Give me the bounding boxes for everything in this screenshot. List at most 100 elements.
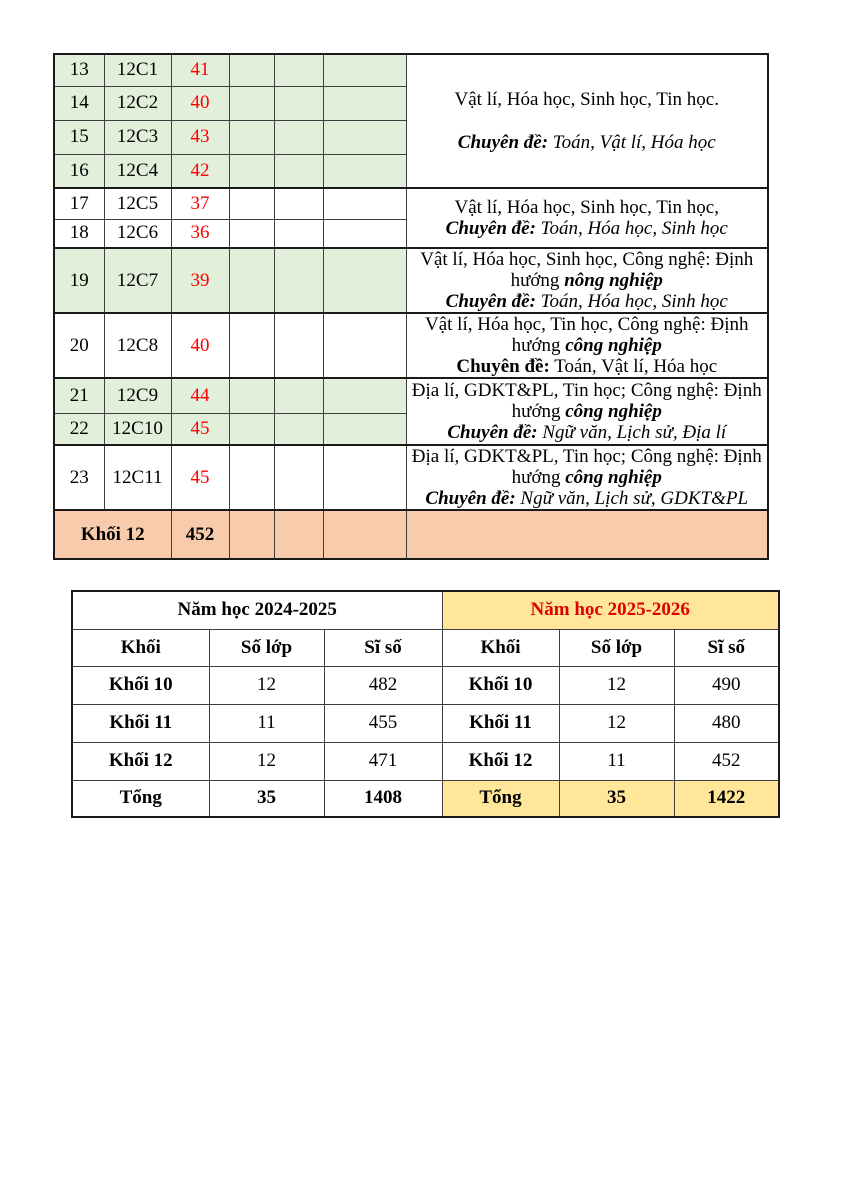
khoi-header: Khối (71, 628, 210, 667)
si-so-cell: 480 (673, 703, 780, 743)
khoi-cell: Khối 12 (71, 741, 210, 781)
total-so-lop-cell: 35 (558, 779, 675, 818)
year-summary-table: Năm học 2024-2025 Năm học 2025-2026 Khối… (71, 590, 780, 818)
si-so-cell: 452 (673, 741, 780, 781)
class-name-cell: 12C1 (103, 53, 172, 87)
table-row: 20 12C8 40 Vật lí, Hóa học, Tin học, Côn… (53, 312, 769, 379)
class-name-cell: 12C4 (103, 153, 172, 189)
so-lop-cell: 11 (558, 741, 675, 781)
year-2024-2025-header: Năm học 2024-2025 (71, 590, 443, 630)
total-label-cell: Tổng (441, 779, 560, 818)
total-row: Tổng 35 1408 Tổng 35 1422 (71, 779, 780, 818)
empty-cell (273, 153, 324, 189)
empty-cell (228, 377, 275, 414)
table-row: 19 12C7 39 Vật lí, Hóa học, Sinh học, Cô… (53, 247, 769, 314)
total-si-so-cell: 1408 (323, 779, 443, 818)
stt-cell: 23 (53, 444, 105, 511)
subjects-desc-cell: Địa lí, GDKT&PL, Tin học; Công nghệ: Địn… (405, 377, 769, 446)
chuyen-de-line: Chuyên đề: Toán, Hóa học, Sinh học (445, 291, 728, 312)
subjects-line: Vật lí, Hóa học, Tin học, Công nghệ: Địn… (424, 314, 749, 356)
class-size-cell: 41 (170, 53, 230, 87)
class-name-cell: 12C5 (103, 187, 172, 220)
table-row: 23 12C11 45 Địa lí, GDKT&PL, Tin học; Cô… (53, 444, 769, 511)
empty-cell (273, 509, 324, 560)
stt-cell: 15 (53, 119, 105, 155)
class-name-cell: 12C3 (103, 119, 172, 155)
class-size-cell: 45 (170, 412, 230, 446)
stt-cell: 16 (53, 153, 105, 189)
empty-cell (273, 119, 324, 155)
stt-cell: 13 (53, 53, 105, 87)
empty-cell (228, 444, 275, 511)
empty-cell (273, 444, 324, 511)
class-name-cell: 12C6 (103, 218, 172, 249)
so-lop-cell: 12 (208, 741, 325, 781)
table-row: Khối 12 12 471 Khối 12 11 452 (71, 741, 780, 781)
class-size-cell: 40 (170, 312, 230, 379)
si-so-cell: 490 (673, 665, 780, 705)
subjects-desc-cell: Vật lí, Hóa học, Sinh học, Công nghệ: Đị… (405, 247, 769, 314)
chuyen-de-line: Chuyên đề: Ngữ văn, Lịch sử, GDKT&PL (425, 488, 749, 509)
class-name-cell: 12C9 (103, 377, 172, 414)
year-2025-2026-header: Năm học 2025-2026 (441, 590, 780, 630)
empty-cell (273, 85, 324, 121)
chuyen-de-line: Chuyên đề: Toán, Hóa học, Sinh học (445, 218, 728, 239)
subjects-desc-cell: Vật lí, Hóa học, Tin học, Công nghệ: Địn… (405, 312, 769, 379)
class-name-cell: 12C2 (103, 85, 172, 121)
so-lop-cell: 12 (208, 665, 325, 705)
empty-cell (322, 85, 407, 121)
subjects-desc-cell: Địa lí, GDKT&PL, Tin học; Công nghệ: Địn… (405, 444, 769, 511)
empty-cell (228, 509, 275, 560)
empty-cell (228, 53, 275, 87)
column-header-row: Khối Số lớp Sĩ số Khối Số lớp Sĩ số (71, 628, 780, 667)
empty-cell (322, 119, 407, 155)
class-size-cell: 43 (170, 119, 230, 155)
chuyen-de-line: Chuyên đề: Toán, Vật lí, Hóa học (456, 356, 718, 377)
stt-cell: 14 (53, 85, 105, 121)
chuyen-de-line: Chuyên đề: Toán, Vật lí, Hóa học (457, 132, 716, 153)
table-row: 21 12C9 44 Địa lí, GDKT&PL, Tin học; Côn… (53, 377, 769, 446)
empty-cell (322, 247, 407, 314)
subjects-line: Địa lí, GDKT&PL, Tin học; Công nghệ: Địn… (411, 380, 762, 422)
si-so-header: Sĩ số (673, 628, 780, 667)
empty-cell (322, 218, 407, 249)
class-size-cell: 44 (170, 377, 230, 414)
year-header-row: Năm học 2024-2025 Năm học 2025-2026 (71, 590, 780, 630)
si-so-cell: 482 (323, 665, 443, 705)
total-so-lop-cell: 35 (208, 779, 325, 818)
khoi-cell: Khối 10 (441, 665, 560, 705)
empty-cell (322, 412, 407, 446)
class-size-cell: 36 (170, 218, 230, 249)
class-size-cell: 37 (170, 187, 230, 220)
stt-cell: 19 (53, 247, 105, 314)
stt-cell: 18 (53, 218, 105, 249)
so-lop-header: Số lớp (558, 628, 675, 667)
stt-cell: 20 (53, 312, 105, 379)
empty-cell (322, 187, 407, 220)
empty-cell (228, 119, 275, 155)
so-lop-cell: 12 (558, 665, 675, 705)
khoi-cell: Khối 11 (71, 703, 210, 743)
empty-cell (228, 247, 275, 314)
empty-cell (273, 53, 324, 87)
empty-cell (228, 85, 275, 121)
stt-cell: 22 (53, 412, 105, 446)
empty-cell (322, 312, 407, 379)
empty-cell (322, 377, 407, 414)
subjects-line: Địa lí, GDKT&PL, Tin học; Công nghệ: Địn… (411, 446, 762, 488)
total-value-cell: 452 (170, 509, 230, 560)
class-name-cell: 12C10 (103, 412, 172, 446)
empty-cell (228, 218, 275, 249)
table-row: 17 12C5 37 Vật lí, Hóa học, Sinh học, Ti… (53, 187, 769, 249)
khoi-cell: Khối 12 (441, 741, 560, 781)
subjects-line: Vật lí, Hóa học, Sinh học, Tin học. (454, 89, 719, 110)
so-lop-header: Số lớp (208, 628, 325, 667)
so-lop-cell: 12 (558, 703, 675, 743)
empty-cell (228, 153, 275, 189)
si-so-cell: 455 (323, 703, 443, 743)
chuyen-de-line: Chuyên đề: Ngữ văn, Lịch sử, Địa lí (447, 422, 727, 443)
empty-cell (322, 153, 407, 189)
khoi-cell: Khối 10 (71, 665, 210, 705)
total-label-cell: Khối 12 (53, 509, 172, 560)
total-si-so-cell: 1422 (673, 779, 780, 818)
